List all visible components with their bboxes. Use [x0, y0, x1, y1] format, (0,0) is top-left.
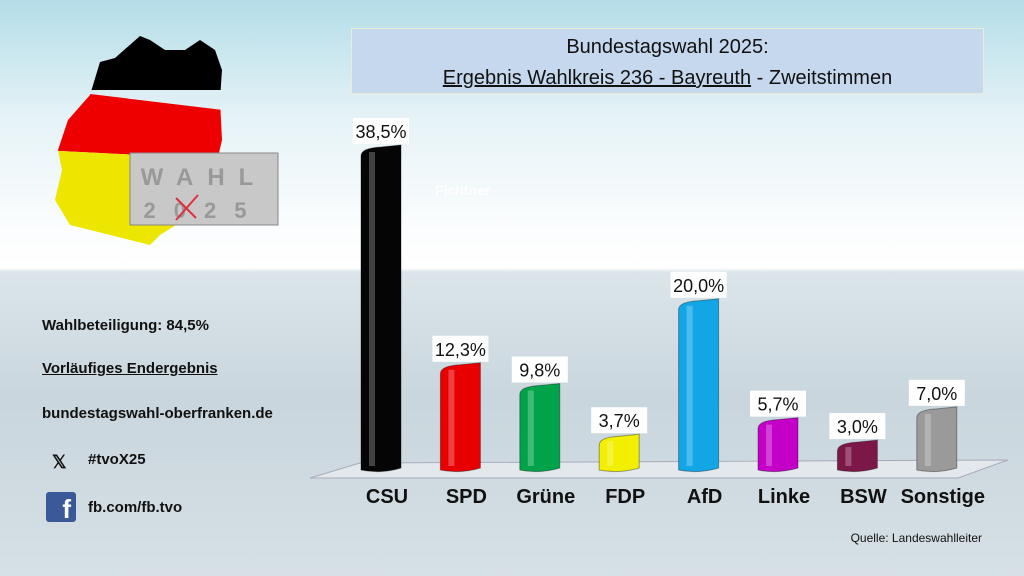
- category-label: SPD: [446, 486, 487, 508]
- bar-highlight: [924, 413, 931, 466]
- svg-text:2025: 2025: [144, 198, 265, 223]
- website-link[interactable]: bundestagswahl-oberfranken.de: [42, 405, 273, 422]
- category-label: AfD: [687, 486, 723, 508]
- value-label: 20,0%: [673, 276, 724, 296]
- bar-grüne: [519, 382, 561, 473]
- bar-sonstige: [916, 406, 958, 473]
- turnout-text: Wahlbeteiligung: 84,5%: [42, 317, 209, 334]
- bar-highlight: [766, 424, 772, 466]
- wahl-2025-blocks: WAHL 2025: [129, 152, 279, 226]
- bar-bsw: [836, 439, 878, 473]
- svg-text:WAHL: WAHL: [141, 164, 268, 191]
- facebook-icon: f: [46, 492, 76, 524]
- value-label: 5,7%: [757, 395, 798, 415]
- value-label-bg: [591, 407, 648, 434]
- bar-highlight: [845, 447, 852, 466]
- value-label: 12,3%: [435, 340, 486, 360]
- x-logo-icon: 𝕏: [52, 452, 67, 472]
- source-note: Quelle: Landeswahlleiter: [850, 531, 982, 545]
- title-line1: Bundestagswahl 2025:: [566, 36, 769, 58]
- value-label: 3,0%: [837, 417, 878, 437]
- value-label: 3,7%: [599, 411, 640, 431]
- result-status: Vorläufiges Endergebnis: [42, 360, 218, 377]
- bar-spd: [439, 362, 481, 473]
- bar-highlight: [686, 305, 693, 466]
- category-label: FDP: [605, 486, 645, 508]
- value-label-bg: [432, 335, 489, 362]
- value-label-bg: [511, 356, 568, 383]
- x-handle[interactable]: #tvoX25: [88, 451, 146, 468]
- bar-highlight: [527, 390, 534, 466]
- germany-map-logo: WAHL 2025: [55, 36, 279, 245]
- facebook-link[interactable]: fb.com/fb.tvo: [88, 499, 183, 516]
- bar-csu: [360, 144, 402, 473]
- category-label: BSW: [840, 486, 887, 508]
- category-label: Grüne: [516, 486, 575, 508]
- chart-floor: [309, 459, 1009, 479]
- bar-afd: [678, 298, 720, 473]
- bar-fdp: [598, 433, 640, 473]
- category-label: Linke: [758, 486, 810, 508]
- bar-highlight: [369, 152, 375, 466]
- value-label-bg: [670, 271, 727, 298]
- bar-highlight: [607, 441, 614, 466]
- bar-linke: [757, 417, 799, 473]
- value-label: 7,0%: [916, 384, 957, 404]
- watermark: Fichtner: [435, 182, 491, 198]
- value-label-bg: [353, 118, 409, 144]
- category-label: Sonstige: [901, 486, 985, 508]
- value-label-bg: [829, 413, 886, 440]
- bar-highlight: [448, 369, 455, 466]
- value-label-bg: [908, 379, 965, 406]
- category-label: CSU: [366, 486, 408, 508]
- value-label: 38,5%: [355, 122, 406, 142]
- chart-title: Bundestagswahl 2025: Ergebnis Wahlkreis …: [351, 28, 984, 94]
- value-label-bg: [750, 390, 806, 417]
- title-suffix: - Zweitstimmen: [751, 67, 893, 89]
- value-label: 9,8%: [519, 361, 560, 381]
- title-district: Ergebnis Wahlkreis 236 - Bayreuth: [442, 67, 752, 89]
